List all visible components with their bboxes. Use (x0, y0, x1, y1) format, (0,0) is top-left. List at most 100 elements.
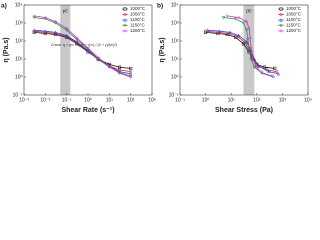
series-line (205, 32, 275, 69)
data-point (247, 47, 251, 52)
legend-label: 1150°C (286, 23, 301, 28)
data-point (267, 69, 271, 74)
band-label: σc (246, 8, 252, 14)
series-line (34, 32, 131, 69)
data-point (241, 21, 246, 25)
x-tick-label: 10⁴ (304, 97, 312, 103)
y-tick-label: 10¹ (15, 56, 23, 62)
x-tick-label: 10² (253, 97, 261, 103)
y-axis-label: η (Pa.s) (159, 37, 166, 62)
legend-marker (279, 23, 283, 28)
series-line (223, 17, 273, 77)
data-point (243, 41, 247, 45)
y-tick-label: 10³ (15, 20, 23, 26)
data-point (204, 29, 208, 33)
data-point (257, 64, 261, 68)
y-tick-label: 10⁴ (171, 2, 179, 8)
legend-marker (123, 29, 127, 33)
data-point (221, 16, 226, 20)
figure: 10⁻³ 10⁻² 10⁻¹ 10⁰ 10¹ 10² 10³ 10⁻¹ 10⁰ 10¹ 10² 10³… (1, 2, 312, 114)
x-tick-label: 10⁻³ (19, 97, 29, 103)
data-point (129, 66, 133, 70)
x-tick-label: 10¹ (106, 97, 114, 103)
data-point (43, 15, 47, 20)
data-point (225, 14, 229, 18)
data-point (205, 28, 210, 32)
y-tick-label: 10⁴ (15, 2, 23, 8)
panel-label: b) (157, 3, 163, 10)
series-line (227, 15, 274, 78)
plot-frame (179, 4, 309, 96)
x-tick-label: 10⁻² (40, 97, 50, 103)
x-tick-label: 10⁰ (202, 97, 210, 103)
x-tick-label: 10² (127, 97, 135, 103)
data-point (53, 30, 58, 34)
y-tick-label: 10² (171, 38, 179, 44)
data-point (276, 71, 281, 76)
x-tick-label: 10⁻¹ (175, 97, 185, 103)
data-point (96, 55, 100, 60)
legend-marker (279, 12, 283, 17)
series-line (34, 30, 131, 72)
data-point (247, 26, 251, 31)
data-point (275, 70, 279, 74)
x-tick-label: 10⁰ (84, 97, 92, 103)
legend-label: 1150°C (130, 23, 145, 28)
data-point (129, 75, 133, 79)
data-point (32, 14, 36, 18)
legend-label: 1100°C (130, 17, 145, 22)
data-point (107, 64, 111, 68)
legend-marker (123, 23, 127, 28)
data-point (117, 71, 122, 75)
data-point (86, 46, 90, 50)
legend-label: 1050°C (130, 12, 146, 17)
panel-label: a) (1, 3, 7, 10)
data-point (75, 39, 79, 44)
legend-label: 1050°C (286, 12, 302, 17)
y-tick-label: 10⁰ (15, 74, 23, 80)
y-tick-label: 10¹ (171, 56, 179, 62)
data-point (228, 30, 232, 34)
x-axis-label: Shear Rate (s⁻¹) (61, 107, 114, 114)
legend-marker (123, 18, 127, 22)
series-line (34, 29, 131, 75)
data-point (65, 26, 69, 31)
legend-label: 1100°C (286, 17, 301, 22)
legend-label: 1200°C (130, 28, 146, 33)
legend-marker (123, 7, 127, 11)
data-point (244, 39, 249, 44)
y-tick-label: 10³ (171, 20, 179, 26)
data-point (246, 38, 250, 42)
data-point (249, 57, 253, 61)
y-axis-label: η (Pa.s) (3, 37, 10, 62)
x-tick-label: 10⁻¹ (62, 97, 72, 103)
shaded-region (60, 5, 71, 95)
series-line (34, 15, 131, 78)
band-label: γ̇c (63, 8, 69, 14)
data-point (217, 29, 222, 33)
data-point (53, 19, 58, 24)
data-point (273, 66, 277, 70)
x-axis-label: Shear Stress (Pa) (215, 107, 273, 114)
data-point (237, 15, 241, 20)
legend-marker (279, 29, 283, 33)
data-point (64, 33, 69, 38)
data-point (244, 28, 249, 33)
data-point (32, 28, 36, 32)
data-point (271, 75, 276, 79)
data-point (75, 36, 79, 40)
legend-label: 1000°C (130, 6, 146, 11)
x-tick-label: 10³ (279, 97, 287, 103)
data-point (244, 19, 249, 24)
y-tick-label: 10² (15, 38, 23, 44)
x-tick-label: 10¹ (228, 97, 236, 103)
data-point (249, 46, 253, 50)
legend-label: 1000°C (286, 6, 302, 11)
data-point (32, 30, 36, 34)
data-point (204, 30, 208, 34)
y-tick-label: 10⁻¹ (169, 92, 179, 98)
data-point (260, 71, 264, 75)
data-point (251, 55, 255, 60)
page: {"chart_data": [ {"type": "line", "panel… (0, 0, 312, 120)
data-point (234, 17, 238, 21)
